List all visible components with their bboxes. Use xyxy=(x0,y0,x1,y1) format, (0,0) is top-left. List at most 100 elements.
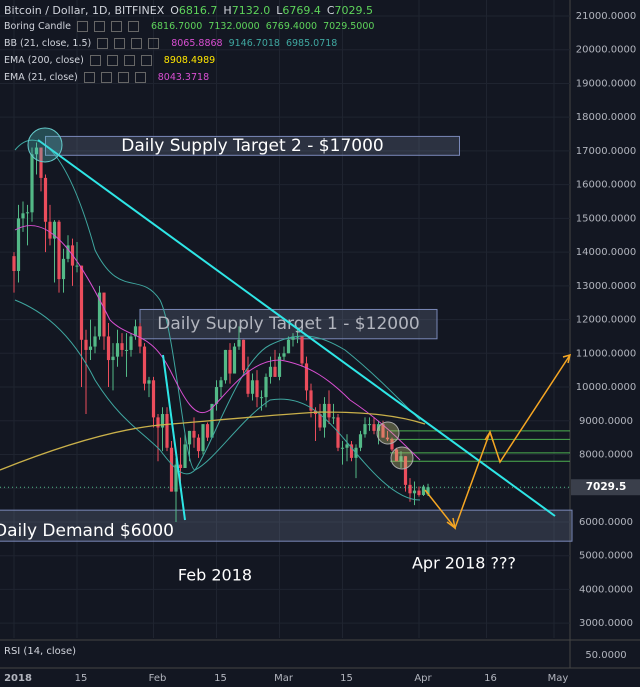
candle-body xyxy=(421,486,426,495)
candle-body xyxy=(25,212,30,214)
x-tick-label: Mar xyxy=(274,673,294,684)
indicator-row: EMA (200, close) 8908.4989 xyxy=(4,54,221,68)
candle-body xyxy=(201,424,205,452)
candle-body xyxy=(147,380,151,384)
ema-21 xyxy=(14,225,421,461)
icon-button[interactable] xyxy=(97,38,109,49)
indicator-value: 8908.4989 xyxy=(163,55,216,66)
candle-body xyxy=(250,380,255,394)
indicator-value: 6769.4000 xyxy=(265,21,318,32)
icon-button[interactable] xyxy=(131,38,143,49)
candle-body xyxy=(403,456,408,485)
projection-path xyxy=(424,354,571,530)
candle-body xyxy=(228,349,232,374)
indicator-name: EMA (21, close) xyxy=(4,72,78,83)
icon-button[interactable] xyxy=(148,38,160,49)
candle-body xyxy=(79,265,84,340)
candle-body xyxy=(322,403,327,428)
candle-body xyxy=(12,256,16,271)
indicator-value: 8065.8868 xyxy=(171,38,223,49)
icon-button[interactable] xyxy=(117,72,129,83)
bb-lower xyxy=(14,299,421,501)
icon-button[interactable] xyxy=(76,21,88,32)
y-tick-label: 14000.0000 xyxy=(576,247,636,258)
candle-body xyxy=(399,456,403,462)
candle-body xyxy=(327,403,331,418)
candle-body xyxy=(309,390,313,411)
candle-body xyxy=(394,449,399,462)
ohlc-value: 7029.5 xyxy=(334,4,374,17)
candle-body xyxy=(39,147,43,178)
indicator-value: 7132.0000 xyxy=(208,21,260,32)
candle-body xyxy=(331,417,336,419)
indicator-row: Boring Candle 6816.7000 7132.0000 6769.4000… xyxy=(4,20,380,34)
y-tick-label: 13000.0000 xyxy=(576,281,636,292)
candle-body xyxy=(246,370,250,394)
symbol-row: Bitcoin / Dollar, 1D, BITFINEX O6816.7 H71… xyxy=(4,4,379,18)
x-tick-label: Feb xyxy=(149,673,167,684)
candle-body xyxy=(205,424,210,438)
candle-body xyxy=(138,326,142,347)
x-tick-label: 16 xyxy=(484,673,497,684)
arrow-heads xyxy=(446,353,572,530)
highlight-circle xyxy=(27,127,63,163)
icon-button[interactable] xyxy=(110,21,122,32)
x-tick-label: 2018 xyxy=(4,673,32,684)
icon-button[interactable] xyxy=(93,21,105,32)
icon-button[interactable] xyxy=(114,38,126,49)
candle-body xyxy=(178,464,183,468)
last-price-tag xyxy=(571,479,640,496)
highlight-circle xyxy=(390,446,414,470)
candle-body xyxy=(295,336,300,338)
candle-body xyxy=(232,346,237,374)
icon-button[interactable] xyxy=(83,72,95,83)
candle-body xyxy=(412,490,417,494)
candle-body xyxy=(282,353,286,357)
icon-button[interactable] xyxy=(123,55,135,66)
candle-body xyxy=(426,487,430,495)
icon-button[interactable] xyxy=(127,21,139,32)
y-tick-label: 18000.0000 xyxy=(576,112,636,123)
candle-body xyxy=(156,417,160,428)
candle-body xyxy=(97,292,102,337)
rsi-label: RSI (14, close) xyxy=(4,646,76,657)
zone xyxy=(0,509,573,542)
candle-body xyxy=(304,363,309,391)
trend-line xyxy=(37,139,556,517)
rsi-level: 50.0000 xyxy=(585,650,626,661)
candle-body xyxy=(187,430,192,445)
ohlc-key: L xyxy=(276,4,283,17)
icon-button[interactable] xyxy=(106,55,118,66)
candle-body xyxy=(129,336,133,350)
candle-body xyxy=(120,343,124,350)
candle-body xyxy=(84,339,88,350)
symbol: Bitcoin / Dollar, 1D, BITFINEX xyxy=(4,4,165,17)
candle-body xyxy=(75,265,79,267)
indicator-value: 8043.3718 xyxy=(157,72,210,83)
y-tick-label: 4000.0000 xyxy=(579,584,633,595)
candle-body xyxy=(241,339,246,371)
ohlc-key: C xyxy=(326,4,335,17)
candle-body xyxy=(169,447,174,492)
y-tick-label: 21000.0000 xyxy=(576,11,636,22)
candle-body xyxy=(48,221,52,239)
candle-body xyxy=(115,343,120,357)
candle-body xyxy=(367,424,372,426)
trend-line-steep xyxy=(162,354,186,521)
ohlc-value: 7132.0 xyxy=(231,4,271,17)
icon-button[interactable] xyxy=(134,72,146,83)
candle-body xyxy=(21,213,25,219)
icon-button[interactable] xyxy=(100,72,112,83)
candle-body xyxy=(358,434,363,448)
y-tick-label: 5000.0000 xyxy=(579,551,633,562)
candle-body xyxy=(219,380,223,388)
zone-label: Daily Supply Target 1 - $12000 xyxy=(157,314,419,334)
price-axis-bg xyxy=(570,0,640,687)
candle-body xyxy=(372,424,376,431)
candle-body xyxy=(34,147,39,155)
x-tick-label: May xyxy=(548,673,569,684)
icon-button[interactable] xyxy=(140,55,152,66)
candle-body xyxy=(291,336,295,340)
icon-button[interactable] xyxy=(89,55,101,66)
candle-body xyxy=(237,339,241,347)
